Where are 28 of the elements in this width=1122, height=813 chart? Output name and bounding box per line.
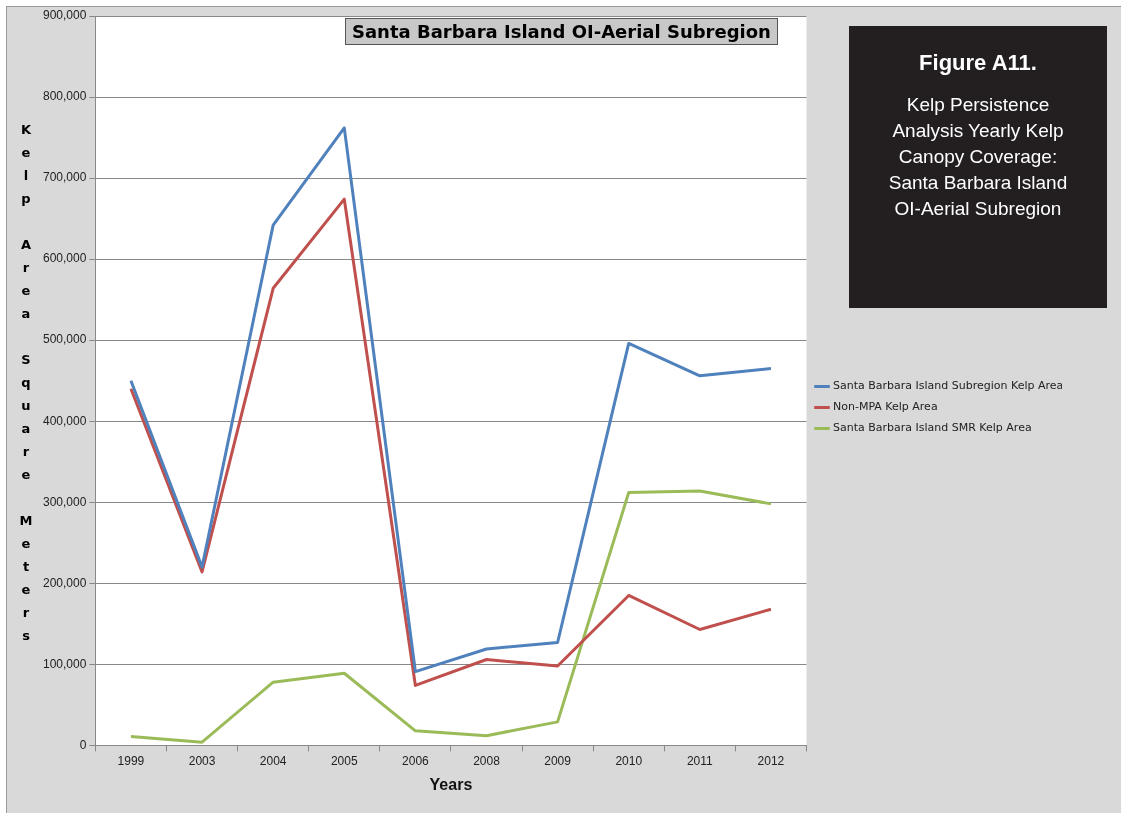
legend-label: Santa Barbara Island Subregion Kelp Area bbox=[833, 379, 1064, 393]
x-axis-title: Years bbox=[429, 775, 473, 793]
x-tick-label: 2003 bbox=[188, 753, 216, 768]
y-tick-label: 0 bbox=[79, 737, 87, 752]
x-tick-label: 1999 bbox=[117, 753, 145, 768]
y-tick-label: 400,000 bbox=[42, 413, 87, 428]
legend-label: Santa Barbara Island SMR Kelp Area bbox=[833, 421, 1032, 435]
legend-label: Non-MPA Kelp Area bbox=[833, 400, 938, 414]
x-tick-label: 2006 bbox=[402, 753, 430, 768]
x-tick-label: 2009 bbox=[544, 753, 572, 768]
y-tick-label: 800,000 bbox=[42, 89, 87, 104]
x-tick-label: 2005 bbox=[330, 753, 358, 768]
x-tick-label: 2012 bbox=[757, 753, 785, 768]
y-tick-label: 100,000 bbox=[42, 656, 87, 671]
x-tick-label: 2011 bbox=[686, 753, 714, 768]
y-tick-label: 200,000 bbox=[42, 575, 87, 590]
x-tick-label: 2010 bbox=[615, 753, 643, 768]
y-tick-label: 500,000 bbox=[42, 332, 87, 347]
chart-title: Santa Barbara Island OI-Aerial Subregion bbox=[345, 18, 778, 45]
text: Kelp Persistence Analysis Yearly Kelp Canopy Coverage: Santa Barbara Island OI-Aerial Subregion bbox=[887, 93, 1069, 221]
y-tick-label: 300,000 bbox=[42, 494, 87, 509]
y-tick-label: 700,000 bbox=[42, 170, 87, 185]
x-tick-label: 2008 bbox=[473, 753, 501, 768]
y-tick-label: 600,000 bbox=[42, 251, 87, 266]
caption: Figure A11. bbox=[918, 50, 1038, 76]
text: Kelp Area Square Meters bbox=[19, 122, 33, 643]
y-tick-label: 900,000 bbox=[42, 8, 87, 23]
x-tick-label: 2004 bbox=[259, 753, 287, 768]
